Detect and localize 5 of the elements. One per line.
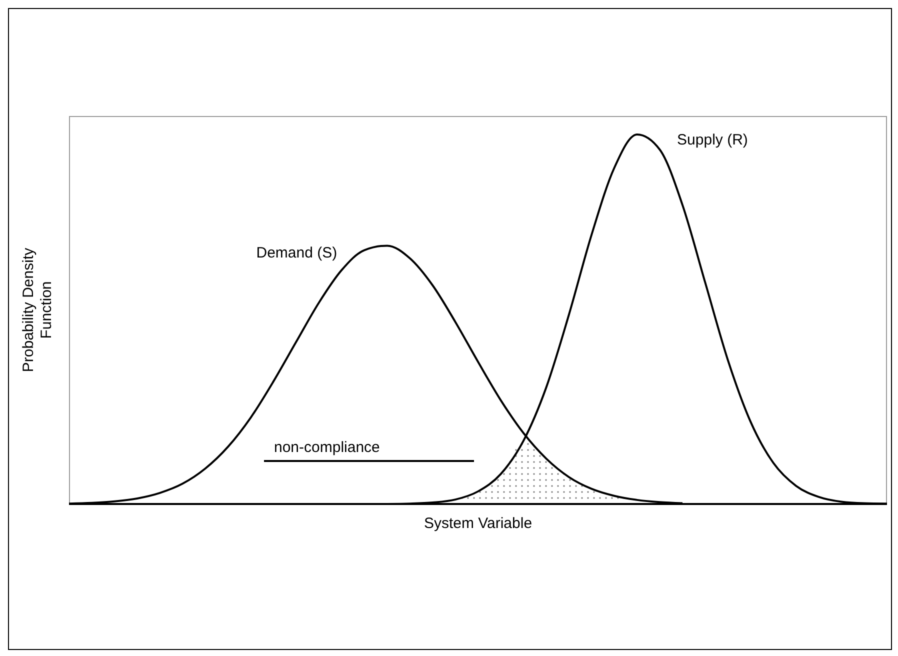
x-axis-title: System Variable (424, 515, 532, 532)
annotation: non-compliance (274, 439, 380, 456)
series-label: Supply (R) (677, 131, 748, 148)
series-label: Demand (S) (256, 244, 338, 262)
y-axis-title: Probability Density Function (20, 246, 56, 374)
